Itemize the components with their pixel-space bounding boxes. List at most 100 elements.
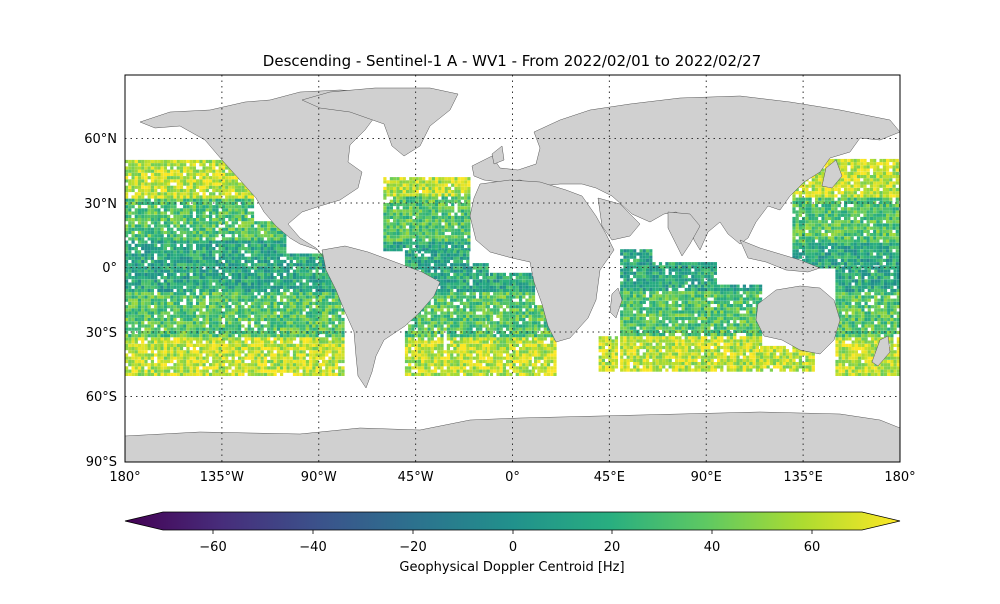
swath-pixel <box>469 347 473 351</box>
swath-pixel <box>267 263 271 267</box>
swath-pixel <box>456 372 460 376</box>
swath-pixel <box>404 263 409 267</box>
swath-pixel <box>315 363 319 367</box>
swath-pixel <box>428 180 432 184</box>
swath-pixel <box>443 369 447 373</box>
swath-pixel <box>415 231 419 236</box>
swath-pixel <box>209 276 213 280</box>
swath-pixel <box>228 366 232 370</box>
swath-pixel <box>192 353 196 357</box>
swath-pixel <box>438 228 442 232</box>
swath-pixel <box>186 308 190 312</box>
swath-pixel <box>221 314 226 318</box>
swath-pixel <box>244 337 248 341</box>
swath-pixel <box>422 209 426 213</box>
swath-pixel <box>475 285 480 289</box>
swath-pixel <box>299 350 303 354</box>
swath-pixel <box>134 317 138 322</box>
swath-pixel <box>425 241 429 245</box>
swath-pixel <box>144 253 148 257</box>
swath-pixel <box>425 231 429 236</box>
swath-pixel <box>263 317 268 322</box>
swath-pixel <box>183 176 187 180</box>
swath-pixel <box>209 321 213 325</box>
swath-pixel <box>176 188 180 193</box>
swath-pixel <box>273 327 277 331</box>
swath-pixel <box>454 196 458 200</box>
swath-pixel <box>160 321 164 325</box>
swath-pixel <box>234 179 238 183</box>
swath-pixel <box>338 350 342 354</box>
swath-pixel <box>176 298 180 302</box>
swath-pixel <box>263 340 268 344</box>
swath-pixel <box>472 263 476 267</box>
swath-pixel <box>199 372 203 376</box>
swath-pixel <box>260 227 264 231</box>
swath-pixel <box>170 353 174 357</box>
swath-pixel <box>431 244 435 248</box>
swath-pixel <box>238 266 242 270</box>
swath-pixel <box>318 337 322 341</box>
swath-pixel <box>469 343 473 347</box>
swath-pixel <box>292 347 297 351</box>
swath-pixel <box>147 182 151 186</box>
swath-pixel <box>438 209 442 213</box>
swath-pixel <box>173 321 177 325</box>
swath-pixel <box>147 192 151 196</box>
swath-pixel <box>205 214 209 218</box>
swath-pixel <box>137 356 142 360</box>
swath-pixel <box>215 163 219 167</box>
swath-pixel <box>431 177 435 181</box>
swath-pixel <box>144 169 148 173</box>
swath-pixel <box>134 182 138 186</box>
swath-pixel <box>134 256 138 260</box>
swath-pixel <box>186 221 190 225</box>
swath-pixel <box>231 350 235 354</box>
swath-pixel <box>134 247 138 251</box>
swath-pixel <box>154 308 158 312</box>
swath-pixel <box>270 340 274 344</box>
swath-pixel <box>179 347 184 351</box>
swath-pixel <box>328 350 332 354</box>
swath-pixel <box>218 169 222 173</box>
swath-pixel <box>241 282 245 286</box>
swath-pixel <box>280 311 284 315</box>
swath-pixel <box>137 372 142 376</box>
swath-pixel <box>241 205 245 209</box>
swath-pixel <box>446 372 450 376</box>
swath-pixel <box>305 311 309 315</box>
swath-pixel <box>309 272 313 276</box>
swath-pixel <box>144 230 148 235</box>
swath-pixel <box>469 359 473 364</box>
swath-pixel <box>283 250 287 254</box>
swath-pixel <box>221 353 226 357</box>
swath-pixel <box>131 211 135 215</box>
swath-pixel <box>424 366 428 370</box>
swath-pixel <box>225 253 229 257</box>
swath-pixel <box>231 179 235 183</box>
swath-pixel <box>228 363 232 367</box>
swath-pixel <box>209 227 213 231</box>
swath-pixel <box>134 327 138 331</box>
swath-pixel <box>144 208 148 212</box>
swath-pixel <box>125 292 129 296</box>
swath-pixel <box>144 337 148 341</box>
swath-pixel <box>173 159 177 164</box>
swath-pixel <box>299 263 303 267</box>
swath-pixel <box>437 327 441 331</box>
swath-pixel <box>454 219 458 223</box>
swath-pixel <box>325 340 329 344</box>
swath-pixel <box>221 301 226 305</box>
swath-pixel <box>241 234 245 238</box>
swath-pixel <box>131 185 135 189</box>
swath-pixel <box>231 292 235 296</box>
swath-pixel <box>147 195 151 199</box>
swath-pixel <box>273 343 277 347</box>
swath-pixel <box>331 334 335 338</box>
swath-pixel <box>405 238 410 242</box>
swath-pixel <box>167 192 171 196</box>
swath-pixel <box>328 359 332 364</box>
swath-pixel <box>128 347 132 351</box>
swath-pixel <box>457 202 461 207</box>
swath-pixel <box>205 234 209 238</box>
